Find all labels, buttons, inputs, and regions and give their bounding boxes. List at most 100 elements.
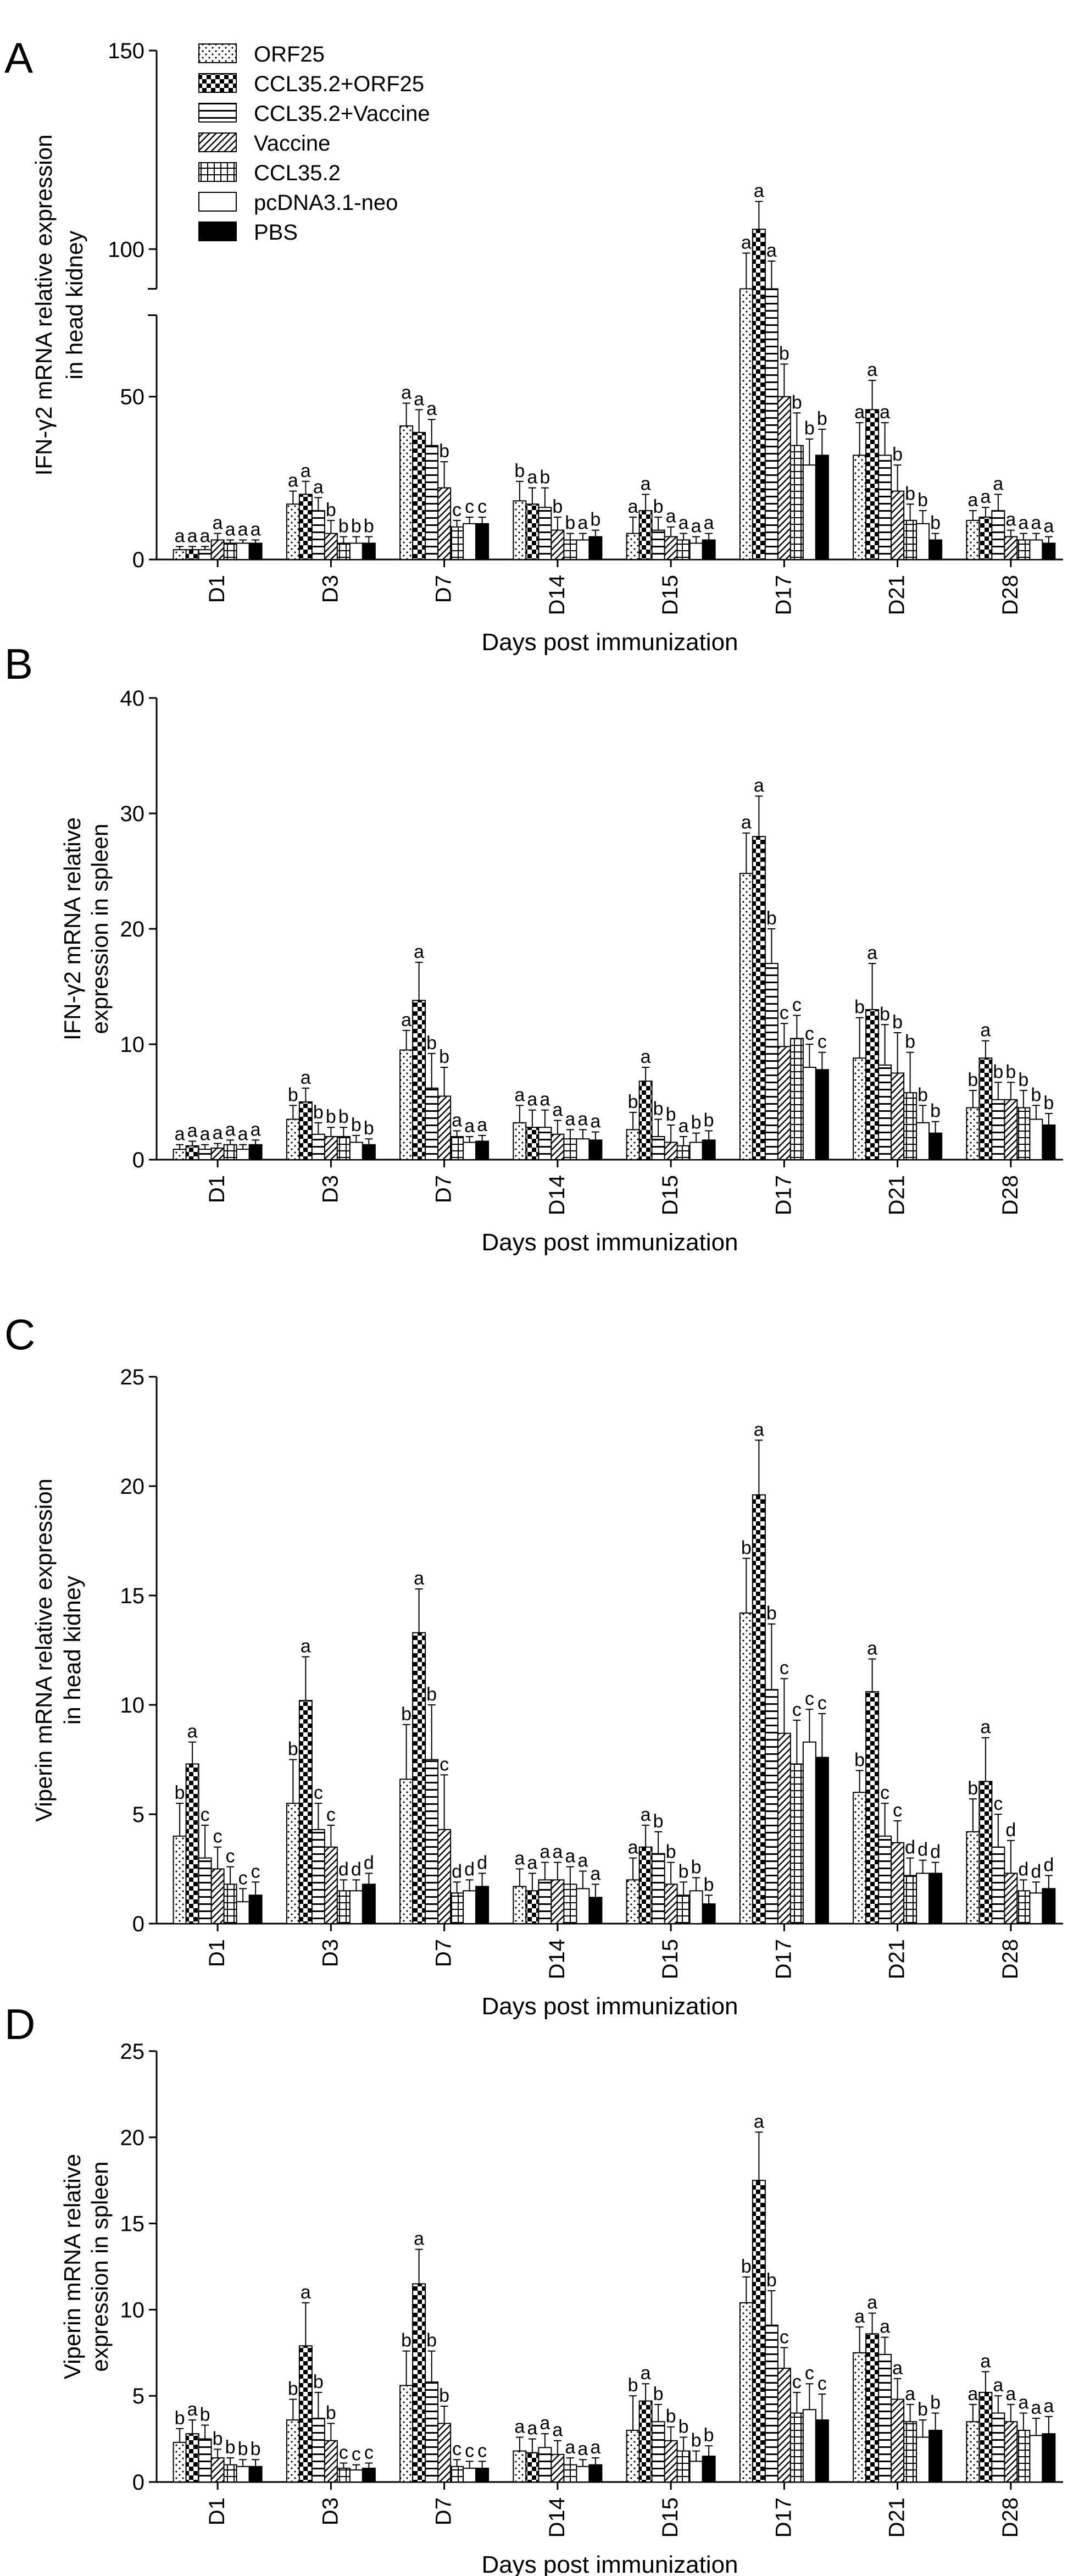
bar — [588, 1139, 603, 1161]
significance-letter: c — [213, 1826, 223, 1847]
bar — [324, 533, 338, 561]
significance-letter: a — [565, 1846, 575, 1867]
significance-letter: a — [867, 943, 877, 963]
significance-letter: b — [251, 2439, 261, 2459]
significance-letter: c — [818, 2373, 827, 2394]
significance-letter: c — [818, 1032, 827, 1052]
significance-letter: c — [477, 496, 487, 517]
bar — [916, 523, 930, 560]
bar — [1016, 1107, 1031, 1160]
x-tick-label: D28 — [998, 2497, 1022, 2538]
significance-letter: b — [666, 1104, 676, 1125]
y-tick-label: 0 — [132, 2470, 144, 2495]
significance-letter: a — [288, 470, 298, 491]
bar — [298, 1700, 313, 1925]
significance-letter: b — [628, 1092, 638, 1112]
bar — [324, 2440, 338, 2483]
significance-letter: b — [313, 1102, 324, 1123]
legend-label: ORF25 — [254, 42, 325, 67]
legend-swatch — [198, 73, 237, 93]
bar — [210, 2457, 225, 2483]
significance-letter: a — [527, 1852, 537, 1873]
bar — [789, 445, 804, 560]
bar — [437, 487, 452, 560]
significance-letter: a — [200, 525, 210, 546]
significance-letter: b — [514, 461, 525, 481]
legend-label: CCL35.2+ORF25 — [254, 72, 424, 96]
significance-letter: a — [892, 2358, 903, 2379]
bar — [563, 539, 577, 560]
x-tick-label: D1 — [205, 1939, 229, 1967]
significance-letter: c — [805, 1023, 814, 1044]
x-tick-label: D17 — [771, 1175, 796, 1215]
significance-letter: b — [628, 2375, 638, 2396]
significance-letter: a — [641, 1046, 651, 1067]
bar — [878, 1835, 892, 1925]
y-tick-label: 10 — [120, 1693, 145, 1718]
significance-letter: b — [225, 2437, 236, 2458]
bar — [891, 1072, 905, 1160]
bar — [815, 1757, 829, 1925]
bar — [865, 1009, 880, 1160]
significance-letter: a — [754, 775, 764, 796]
significance-letter: a — [590, 1111, 600, 1132]
bar — [903, 1875, 917, 1924]
significance-letter: a — [641, 1804, 651, 1825]
significance-letter: a — [590, 2437, 600, 2458]
legend-label: pcDNA3.1-neo — [254, 191, 398, 215]
bar — [362, 2467, 376, 2483]
significance-letter: c — [226, 1846, 235, 1867]
significance-letter: b — [326, 2402, 336, 2423]
bar — [563, 1883, 577, 1925]
bar — [991, 510, 1005, 560]
legend-item: CCL35.2+ORF25 — [198, 72, 424, 96]
significance-letter: d — [1043, 1854, 1054, 1875]
significance-letter: b — [905, 1032, 915, 1052]
bar — [513, 1122, 527, 1161]
x-tick-label: D1 — [205, 575, 229, 603]
significance-letter: a — [754, 181, 764, 202]
y-tick-label: 50 — [120, 385, 145, 409]
significance-letter: a — [741, 812, 752, 833]
significance-letter: b — [288, 1084, 298, 1105]
bar — [362, 542, 376, 560]
significance-letter: a — [867, 2292, 877, 2313]
significance-letter: a — [741, 232, 752, 253]
bar — [437, 1829, 452, 1925]
x-tick-label: D1 — [205, 1175, 229, 1203]
y-axis: 0 10 20 30 40 — [120, 686, 158, 1172]
significance-letter: a — [238, 1124, 248, 1145]
significance-letter: b — [439, 2385, 449, 2406]
significance-letter: a — [1031, 513, 1041, 534]
bar — [236, 542, 250, 560]
bar — [349, 542, 363, 560]
significance-letter: d — [917, 1840, 928, 1860]
significance-letter: a — [313, 477, 324, 497]
significance-letter: b — [691, 1112, 702, 1133]
legend-swatch — [198, 192, 237, 212]
y-axis-label: Viperin mRNA relative — [59, 2154, 85, 2379]
bar — [336, 542, 351, 560]
significance-letter: a — [213, 513, 223, 534]
y-tick-label: 5 — [132, 1803, 144, 1827]
significance-letter: b — [401, 1704, 411, 1725]
x-tick-label: D14 — [545, 1175, 569, 1215]
significance-letter: a — [854, 402, 865, 423]
legend-label: CCL35.2+Vaccine — [254, 102, 430, 126]
bar — [173, 549, 187, 561]
legend-swatch — [198, 43, 237, 63]
significance-letter: a — [175, 525, 185, 546]
x-tick-label: D28 — [998, 1939, 1022, 1979]
bar — [966, 1107, 980, 1160]
significance-letter: c — [780, 2326, 789, 2347]
significance-letter: c — [805, 2363, 814, 2384]
significance-letter: c — [893, 1800, 902, 1821]
bar — [1029, 2435, 1043, 2483]
significance-letter: d — [364, 1852, 374, 1873]
bar — [664, 1142, 678, 1160]
significance-letter: b — [704, 1874, 714, 1895]
significance-letter: c — [440, 1754, 449, 1775]
